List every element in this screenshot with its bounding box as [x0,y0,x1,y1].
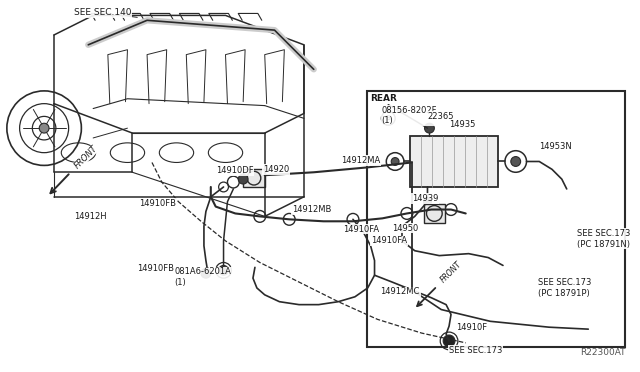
Text: 14910FA: 14910FA [343,225,380,234]
Circle shape [391,158,399,166]
Bar [424,203,445,223]
Text: SEE SEC.173: SEE SEC.173 [449,346,502,355]
Text: 14910FA: 14910FA [371,236,407,246]
Bar [410,136,498,187]
Text: SEE SEC.173
(PC 18791P): SEE SEC.173 (PC 18791P) [538,278,591,298]
Text: 14910FB: 14910FB [137,264,174,273]
Text: 22365: 22365 [428,112,454,121]
Text: 14950: 14950 [392,224,419,232]
Circle shape [511,157,520,166]
Circle shape [424,123,435,133]
Circle shape [443,335,455,347]
Text: 14920: 14920 [263,165,289,174]
Text: SEE SEC.173
(PC 18791N): SEE SEC.173 (PC 18791N) [577,229,631,248]
Text: 14910DF: 14910DF [216,166,253,175]
Text: REAR: REAR [371,94,397,103]
Text: 14935: 14935 [449,120,476,129]
Circle shape [39,123,49,133]
Circle shape [219,265,228,275]
Bar [367,91,625,347]
Text: SEE SEC.140: SEE SEC.140 [74,8,131,17]
Circle shape [424,198,431,206]
Text: 08156-8202F
(1): 08156-8202F (1) [381,106,437,125]
Text: R22300AT: R22300AT [580,347,625,357]
Text: B: B [221,268,226,273]
Text: 081A6-6201A
(1): 081A6-6201A (1) [175,267,232,287]
Text: B: B [386,115,391,121]
Text: 14912MA: 14912MA [341,156,380,165]
Text: 14953N: 14953N [540,142,572,151]
Text: 14910FB: 14910FB [140,199,176,208]
Text: 14912MB: 14912MB [292,205,332,214]
Bar [243,169,265,187]
Text: 14939: 14939 [412,194,438,203]
Circle shape [201,268,211,278]
Text: 14912H: 14912H [74,212,107,221]
Text: 14910F: 14910F [456,323,487,332]
Text: FRONT: FRONT [439,259,464,284]
Text: FRONT: FRONT [72,144,99,170]
Circle shape [238,174,248,184]
Text: 14912MC: 14912MC [380,288,420,296]
